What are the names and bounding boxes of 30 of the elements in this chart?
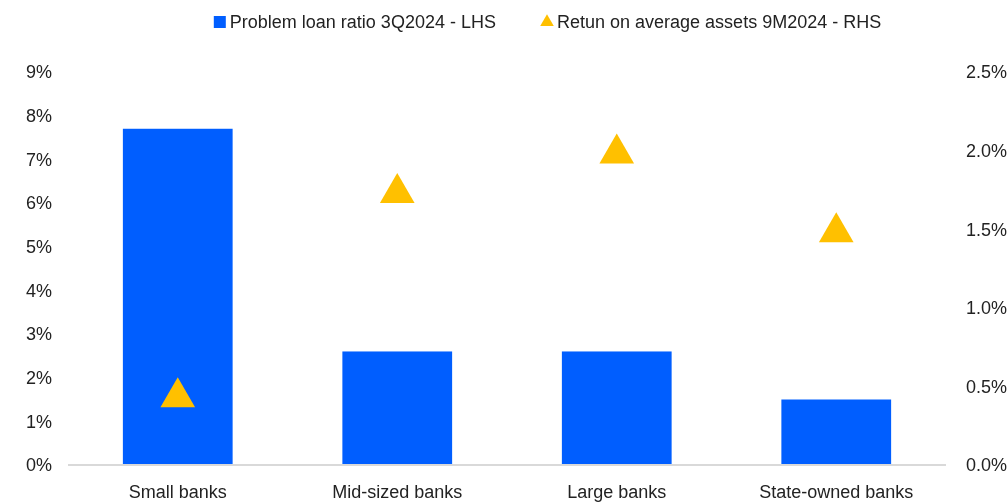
y-tick-label: 9% xyxy=(26,62,53,83)
y-tick-label: 1% xyxy=(26,411,53,432)
legend-label: Retun on average assets 9M2024 - RHS xyxy=(557,12,882,33)
y-tick-label: 0% xyxy=(26,455,53,476)
x-tick-label: Mid-sized banks xyxy=(332,482,463,502)
bar xyxy=(122,128,233,465)
y2-tick-label: 2.0% xyxy=(965,140,1007,161)
x-tick-label: Small banks xyxy=(128,482,227,502)
y2-tick-label: 2.5% xyxy=(965,62,1007,83)
y-tick-label: 3% xyxy=(26,324,53,345)
x-tick-label: Large banks xyxy=(567,482,667,502)
point xyxy=(818,212,854,243)
y-tick-label: 2% xyxy=(26,367,53,388)
x-tick-label: State-owned banks xyxy=(759,482,914,502)
y-tick-label: 4% xyxy=(26,280,53,301)
point xyxy=(379,172,415,203)
y-tick-label: 6% xyxy=(26,193,53,214)
bar xyxy=(342,351,453,465)
y-tick-label: 5% xyxy=(26,236,53,257)
y2-tick-label: 1.5% xyxy=(965,219,1007,240)
y2-tick-label: 1.0% xyxy=(965,298,1007,319)
bar xyxy=(781,399,892,465)
y2-tick-label: 0.5% xyxy=(965,376,1007,397)
y-tick-label: 8% xyxy=(26,105,53,126)
legend-label: Problem loan ratio 3Q2024 - LHS xyxy=(229,12,496,33)
bar xyxy=(561,351,672,465)
point xyxy=(160,377,196,408)
point xyxy=(599,133,635,164)
y2-tick-label: 0.0% xyxy=(965,455,1007,476)
y-tick-label: 7% xyxy=(26,149,53,170)
